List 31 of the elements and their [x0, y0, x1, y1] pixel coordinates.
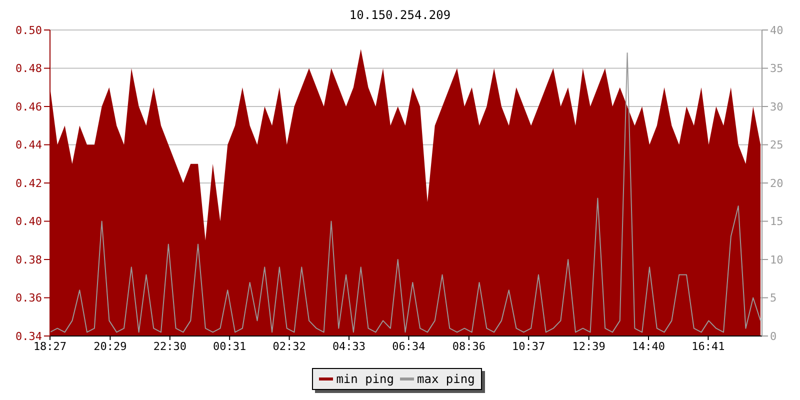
x-tick-label: 06:34: [392, 340, 426, 353]
y2-tick-label: 40: [770, 24, 784, 37]
y2-tick-label: 30: [770, 100, 784, 114]
legend-label: max ping: [417, 372, 475, 386]
x-tick-label: 10:37: [512, 340, 546, 353]
y-tick-label: 0.42: [16, 176, 42, 190]
x-tick-label: 22:30: [153, 340, 186, 353]
y-tick-label: 0.48: [16, 62, 42, 76]
x-tick-label: 02:32: [272, 340, 306, 353]
y2-tick-label: 35: [770, 62, 784, 76]
y-tick-label: 0.44: [16, 138, 42, 152]
x-tick-label: 14:40: [632, 340, 666, 353]
legend-label: min ping: [336, 372, 394, 386]
y2-tick-label: 15: [770, 215, 784, 228]
x-tick-label: 00:31: [213, 340, 246, 353]
y-tick-label: 0.36: [16, 292, 42, 305]
y2-tick-label: 10: [770, 253, 784, 266]
y2-tick-label: 20: [770, 176, 784, 190]
y2-tick-label: 0: [770, 330, 777, 343]
x-tick-label: 08:36: [452, 340, 486, 353]
y-tick-label: 0.40: [16, 215, 42, 228]
x-tick-label: 12:39: [572, 340, 606, 353]
x-tick-label: 16:41: [692, 340, 725, 353]
y2-tick-label: 25: [770, 138, 784, 152]
y2-tick-label: 5: [770, 292, 777, 305]
x-tick-label: 04:33: [332, 340, 366, 353]
x-tick-label: 20:29: [94, 340, 127, 353]
y-tick-label: 0.50: [16, 24, 42, 37]
chart-title: 10.150.254.209: [348, 8, 452, 24]
y-tick-label: 0.38: [16, 253, 42, 266]
y-tick-label: 0.46: [16, 100, 42, 114]
